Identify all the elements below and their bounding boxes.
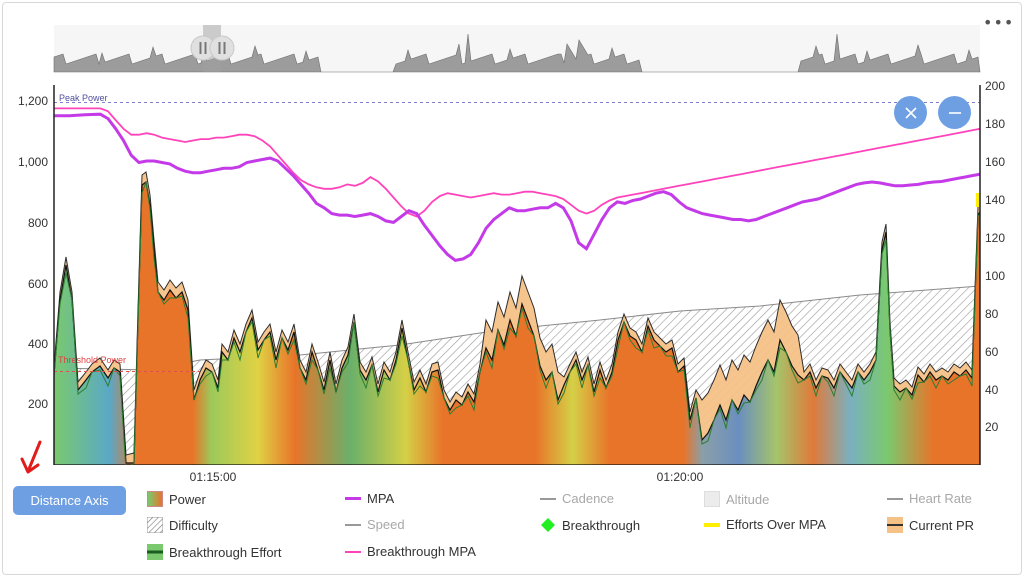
overview-navigator[interactable] xyxy=(53,25,981,73)
reset-zoom-button[interactable] xyxy=(894,96,927,129)
power-swatch xyxy=(147,491,163,507)
y-right-tick: 200 xyxy=(985,79,1005,93)
y-right-tick: 140 xyxy=(985,193,1005,207)
breakthrough-effort-line xyxy=(54,181,980,465)
close-icon xyxy=(904,106,917,119)
cadence-swatch xyxy=(540,497,556,500)
x-tick: 01:20:00 xyxy=(657,470,704,484)
legend-item-mpa[interactable]: MPA xyxy=(345,491,394,506)
y-right-tick: 100 xyxy=(985,269,1005,283)
pause-icon xyxy=(218,42,226,54)
legend-item-difficulty[interactable]: Difficulty xyxy=(147,517,218,533)
legend-label: Altitude xyxy=(726,491,770,507)
legend-label: Breakthrough Effort xyxy=(169,544,282,560)
navigator-handle-right[interactable] xyxy=(209,35,235,61)
mpa-swatch xyxy=(345,497,361,500)
y-left-ticks: 200 400 600 800 1,000 1,200 xyxy=(18,94,48,411)
y-right-tick: 20 xyxy=(985,420,999,434)
legend-item-current-pr[interactable]: Current PR xyxy=(887,517,974,533)
power-area xyxy=(54,180,980,465)
y-right-tick: 160 xyxy=(985,155,1005,169)
legend-label: Speed xyxy=(367,517,405,532)
x-ticks: 01:15:00 01:20:00 xyxy=(190,470,704,484)
distance-axis-button[interactable]: Distance Axis xyxy=(13,486,126,515)
breakthrough-effort-swatch xyxy=(147,544,163,560)
heart-rate-swatch xyxy=(887,497,903,500)
legend-item-heart-rate[interactable]: Heart Rate xyxy=(887,491,972,506)
plot-area[interactable] xyxy=(54,107,980,471)
efforts-over-mpa-marker xyxy=(976,193,980,207)
y-left-tick: 1,200 xyxy=(18,94,48,108)
legend-label: Power xyxy=(169,491,206,507)
legend-item-speed[interactable]: Speed xyxy=(345,517,405,532)
y-left-tick: 800 xyxy=(28,216,48,230)
legend-label: Cadence xyxy=(562,491,615,506)
legend-label: Heart Rate xyxy=(909,491,972,506)
pause-icon xyxy=(199,42,207,54)
legend-label: Efforts Over MPA xyxy=(726,517,826,532)
legend-item-cadence[interactable]: Cadence xyxy=(540,491,614,506)
breakthrough-mpa-swatch xyxy=(345,550,361,553)
legend-label: Difficulty xyxy=(169,517,218,533)
y-right-tick: 40 xyxy=(985,383,999,397)
legend-item-altitude[interactable]: Altitude xyxy=(704,491,769,507)
legend-item-efforts-over-mpa[interactable]: Efforts Over MPA xyxy=(704,517,826,532)
y-left-tick: 600 xyxy=(28,277,48,291)
zoom-out-button[interactable] xyxy=(938,96,971,129)
legend-label: MPA xyxy=(367,491,395,506)
y-right-tick: 60 xyxy=(985,345,999,359)
speed-swatch xyxy=(345,523,361,526)
legend-label: Breakthrough MPA xyxy=(367,544,476,559)
y-left-tick: 400 xyxy=(28,337,48,351)
mpa-line xyxy=(54,112,980,263)
breakthrough-mpa-line xyxy=(54,107,980,218)
y-left-tick: 200 xyxy=(28,397,48,411)
y-left-tick: 1,000 xyxy=(18,155,48,169)
y-right-ticks: 20 40 60 80 100 120 140 160 180 200 xyxy=(985,79,1005,434)
legend-item-breakthrough-effort[interactable]: Breakthrough Effort xyxy=(147,544,282,560)
x-tick: 01:15:00 xyxy=(190,470,237,484)
y-right-tick: 180 xyxy=(985,117,1005,131)
minus-icon xyxy=(948,111,961,114)
difficulty-swatch xyxy=(147,517,163,533)
current-pr-swatch xyxy=(887,517,903,533)
legend-label: Current PR xyxy=(909,517,975,533)
legend-item-power[interactable]: Power xyxy=(147,491,206,507)
altitude-swatch xyxy=(704,491,720,507)
legend-item-breakthrough-mpa[interactable]: Breakthrough MPA xyxy=(345,544,476,559)
legend-item-breakthrough[interactable]: Breakthrough xyxy=(540,517,640,533)
diamond-icon xyxy=(541,518,555,532)
y-right-tick: 120 xyxy=(985,231,1005,245)
more-horizontal-icon[interactable]: ••• xyxy=(983,13,1015,32)
efforts-over-mpa-swatch xyxy=(704,522,720,527)
legend-label: Breakthrough xyxy=(562,517,641,533)
y-right-tick: 80 xyxy=(985,307,999,321)
arrow-down-icon xyxy=(20,440,42,474)
threshold-power-label: Threshold Power xyxy=(58,355,126,365)
peak-power-label: Peak Power xyxy=(59,93,108,103)
